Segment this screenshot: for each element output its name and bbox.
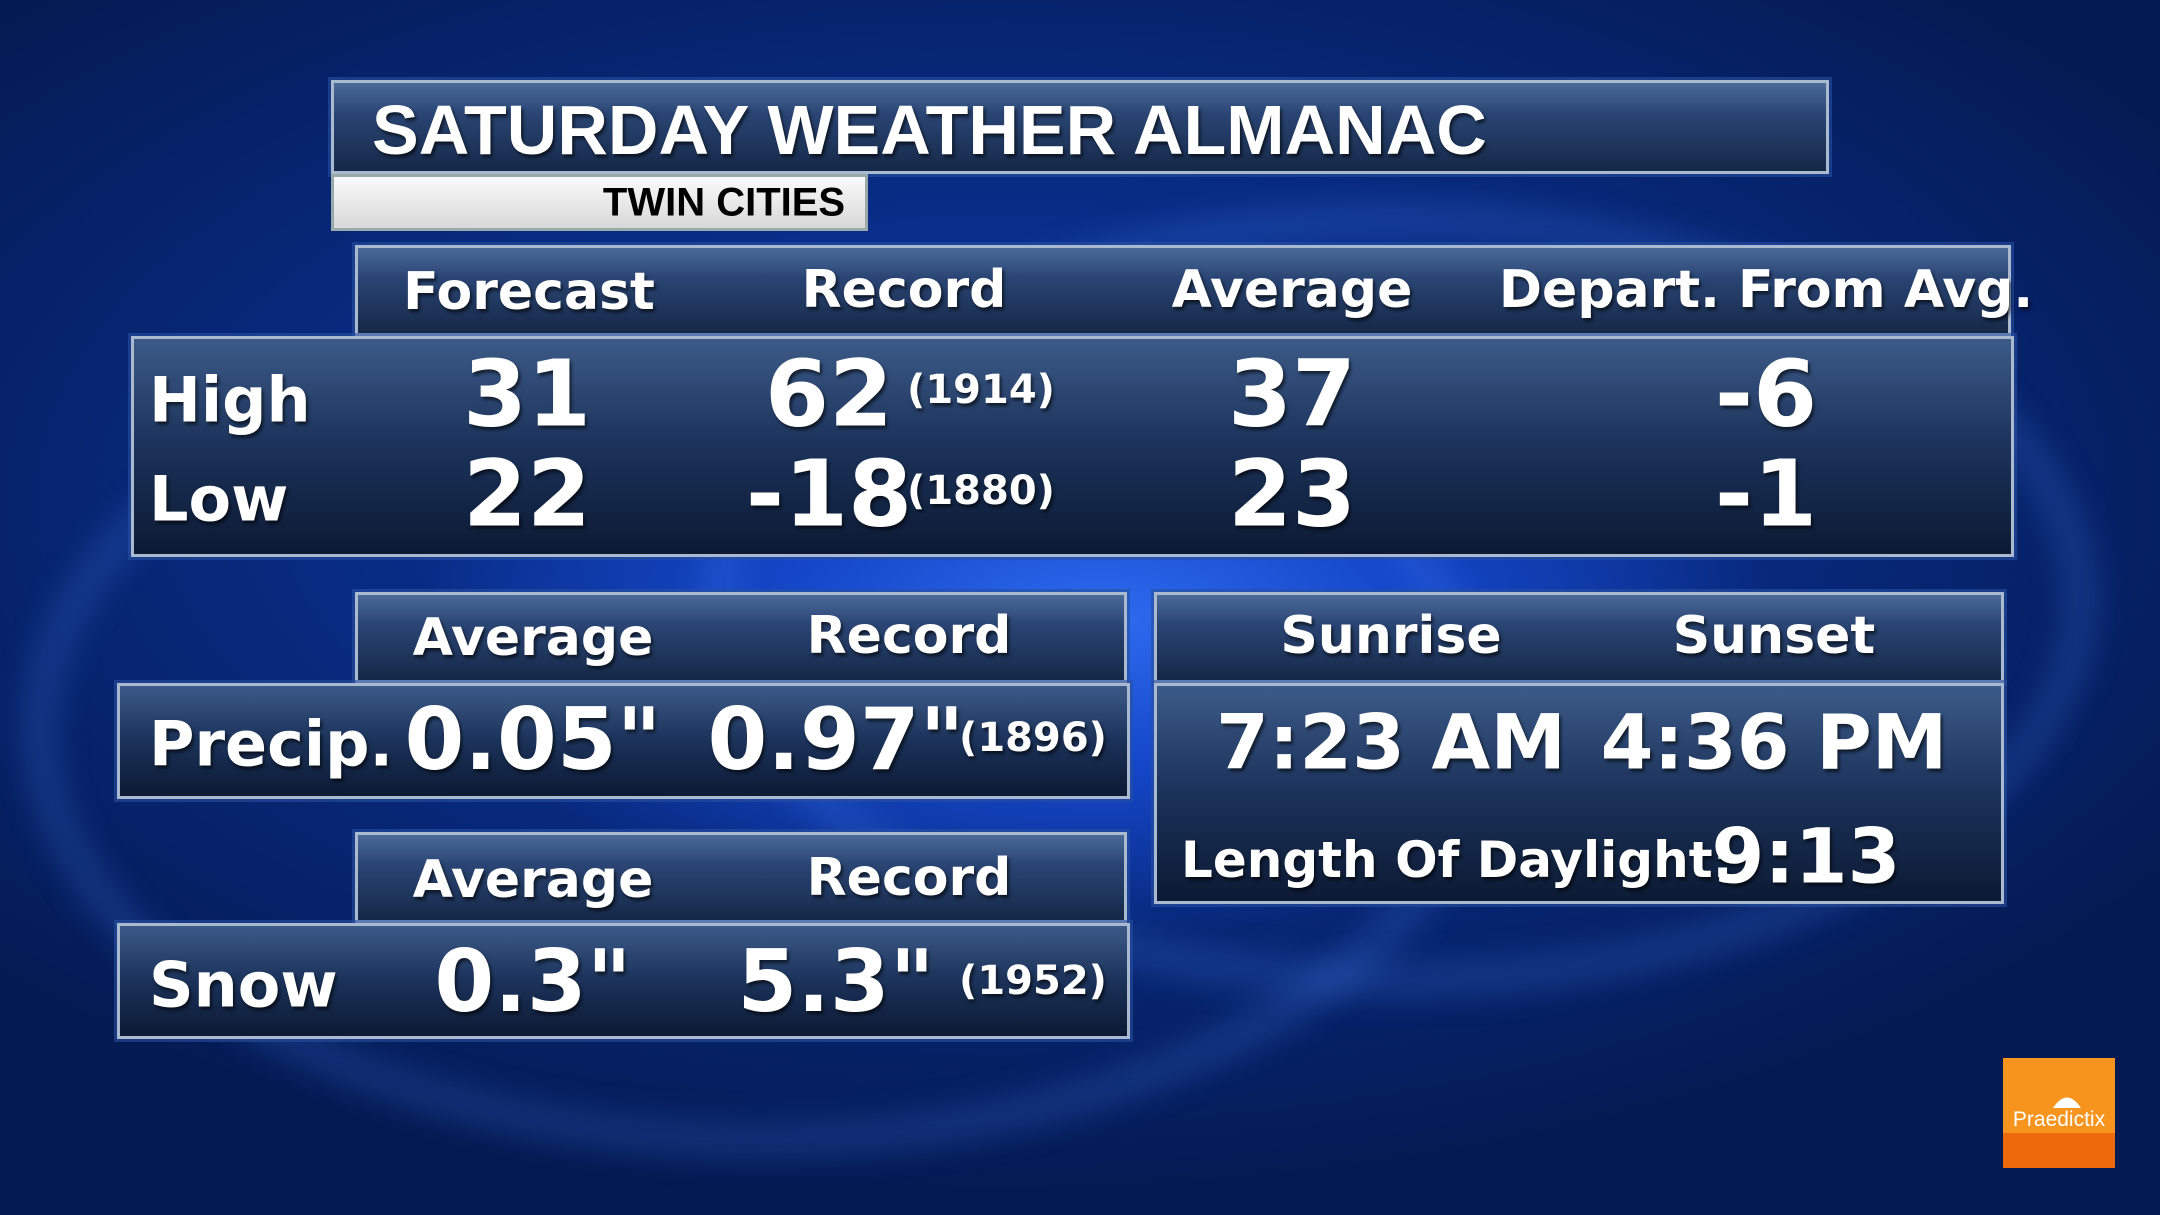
daylight-label: Length Of Daylight: xyxy=(1181,831,1733,889)
location-bar: TWIN CITIES xyxy=(331,174,868,231)
snow-header-record: Record xyxy=(806,848,1012,908)
column-header-average: Average xyxy=(1171,260,1413,320)
page-title: SATURDAY WEATHER ALMANAC xyxy=(372,91,1487,169)
snow-record-year: (1952) xyxy=(959,958,1107,1004)
low-departure: -1 xyxy=(1714,440,1818,548)
precip-record-year: (1896) xyxy=(959,715,1107,761)
low-forecast: 22 xyxy=(462,440,592,548)
row-label-high: High xyxy=(149,363,311,437)
precip-record: 0.97" xyxy=(707,690,965,790)
high-forecast: 31 xyxy=(462,340,592,448)
snow-table xyxy=(117,923,1130,1039)
temperature-header xyxy=(355,245,2011,336)
low-average: 23 xyxy=(1227,440,1357,548)
sun-header xyxy=(1154,592,2004,683)
precip-header-record: Record xyxy=(806,606,1012,666)
snow-record: 5.3" xyxy=(737,932,935,1032)
row-label-low: Low xyxy=(149,462,289,536)
high-departure: -6 xyxy=(1714,340,1818,448)
column-header-departure: Depart. From Avg. xyxy=(1498,260,2034,320)
precip-header xyxy=(355,592,1127,683)
sunrise-time: 7:23 AM xyxy=(1216,697,1566,787)
snow-header-average: Average xyxy=(412,850,654,910)
high-average: 37 xyxy=(1227,340,1357,448)
sun-header-sunrise: Sunrise xyxy=(1280,606,1502,666)
snow-average: 0.3" xyxy=(434,932,632,1032)
high-record: 62 xyxy=(764,340,894,448)
column-header-forecast: Forecast xyxy=(403,262,655,322)
sunset-time: 4:36 PM xyxy=(1600,697,1948,787)
logo-text: Praedictix xyxy=(2012,1108,2106,1131)
low-record-year: (1880) xyxy=(907,468,1055,514)
precip-label: Precip. xyxy=(149,707,394,781)
location-label: TWIN CITIES xyxy=(602,180,846,225)
precip-average: 0.05" xyxy=(404,690,662,790)
umbrella-icon xyxy=(2053,1097,2081,1108)
praedictix-logo: Praedictix xyxy=(2003,1058,2115,1168)
snow-label: Snow xyxy=(149,948,338,1022)
temperature-table xyxy=(131,336,2014,557)
title-bar: SATURDAY WEATHER ALMANAC xyxy=(331,80,1829,174)
snow-header xyxy=(355,832,1127,923)
precip-header-average: Average xyxy=(412,608,654,668)
low-record: -18 xyxy=(745,440,913,548)
sun-header-sunset: Sunset xyxy=(1672,606,1876,666)
daylight-length: 9:13 xyxy=(1711,811,1901,901)
high-record-year: (1914) xyxy=(907,367,1055,413)
sun-table xyxy=(1154,683,2004,904)
column-header-record: Record xyxy=(801,260,1007,320)
precip-table xyxy=(117,683,1130,799)
